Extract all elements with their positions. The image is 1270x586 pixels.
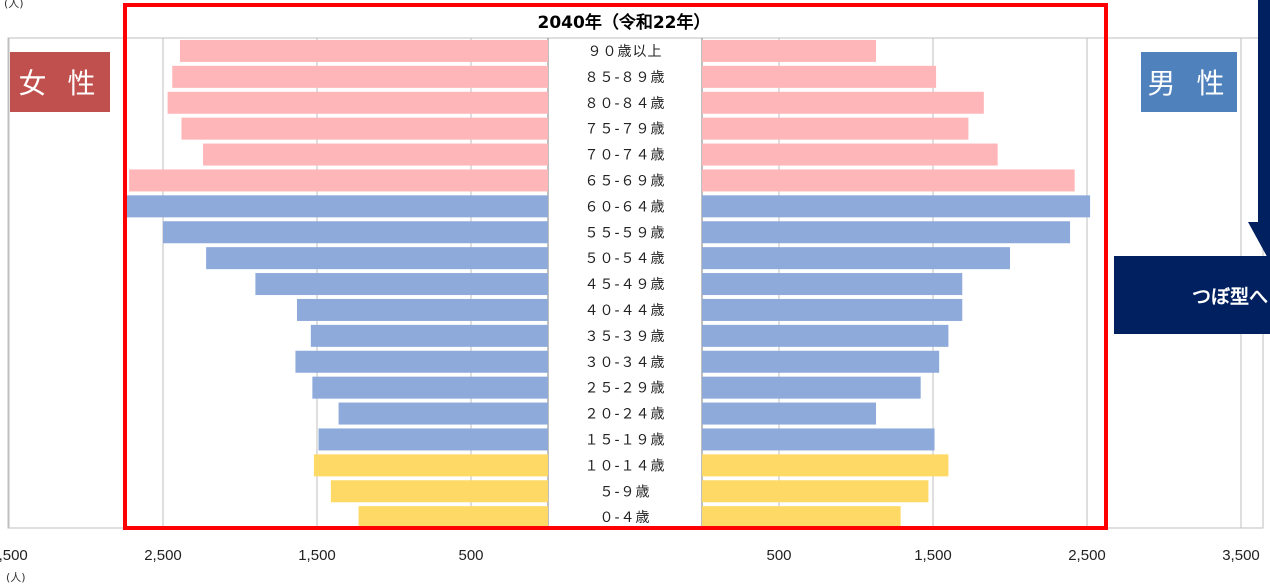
female-bar <box>296 298 548 321</box>
age-label: ６０-６４歳 <box>584 199 665 215</box>
female-bar <box>203 143 549 166</box>
age-label: ２５-２９歳 <box>584 381 665 397</box>
male-bar <box>702 91 984 114</box>
tsubo-callout: つぼ型へ <box>1114 256 1270 334</box>
x-axis-ticks: 3,500 2,500 1,500 500 500 1,500 2,500 3,500 <box>0 547 1260 564</box>
female-bar <box>255 273 548 296</box>
male-bar <box>702 39 877 62</box>
female-bar <box>172 65 549 88</box>
x-tick-label-female: 1,500 <box>298 547 336 564</box>
age-label: ８０-８４歳 <box>584 96 665 112</box>
female-bar <box>295 350 548 373</box>
x-tick-label-male: 2,500 <box>1068 547 1106 564</box>
age-label: ４０-４４歳 <box>584 303 665 319</box>
male-bar <box>702 143 998 166</box>
top-unit-label: (人) <box>4 0 24 10</box>
age-label: ５-９歳 <box>599 484 650 500</box>
female-bars <box>126 39 549 529</box>
age-label: ５５-５９歳 <box>584 225 665 241</box>
age-label: ３０-３４歳 <box>584 355 665 371</box>
female-bar <box>330 480 548 503</box>
age-label: ３５-３９歳 <box>584 329 665 345</box>
male-bar <box>702 454 949 477</box>
age-labels: ９０歳以上 ８５-８９歳 ８０-８４歳 ７５-７９歳 ７０-７４歳 ６５-６９歳 ６０-６４… <box>584 44 665 526</box>
male-bar <box>702 117 969 140</box>
age-label: ７０-７４歳 <box>584 148 665 164</box>
male-bar <box>702 195 1091 218</box>
male-bar <box>702 324 949 347</box>
female-bar <box>338 402 548 425</box>
male-bar <box>702 402 877 425</box>
female-bar <box>126 195 548 218</box>
x-tick-label-male: 3,500 <box>1222 547 1260 564</box>
female-bar <box>358 506 548 529</box>
male-bars <box>702 39 1091 529</box>
callout-arrow <box>1248 0 1270 262</box>
age-label: ２０-２４歳 <box>584 407 665 423</box>
x-tick-label-male: 1,500 <box>914 547 952 564</box>
male-bar <box>702 350 940 373</box>
male-bar <box>702 169 1075 192</box>
age-label: ０-４歳 <box>599 510 650 526</box>
female-bar <box>206 247 548 270</box>
female-bar <box>167 91 548 114</box>
x-tick-label-male: 500 <box>766 547 791 564</box>
callout-arrow-shape <box>1248 0 1270 262</box>
age-label: ６５-６９歳 <box>584 173 665 189</box>
male-bar <box>702 273 963 296</box>
male-bar <box>702 221 1071 244</box>
male-bar <box>702 376 921 399</box>
female-bar <box>129 169 548 192</box>
male-bar <box>702 428 935 451</box>
female-bar <box>312 376 548 399</box>
age-label: ７５-７９歳 <box>584 122 665 138</box>
x-tick-label-female: 3,500 <box>0 547 28 564</box>
age-label: １０-１４歳 <box>584 458 665 474</box>
age-label: ８５-８９歳 <box>584 70 665 86</box>
age-label: ５０-５４歳 <box>584 251 665 267</box>
x-tick-label-female: 500 <box>458 547 483 564</box>
chart-title: 2040年（令和22年） <box>538 12 711 33</box>
female-badge: 女 性 <box>10 52 110 112</box>
female-bar <box>181 117 549 140</box>
male-bar <box>702 65 937 88</box>
female-bar <box>310 324 548 347</box>
male-badge: 男 性 <box>1141 52 1237 112</box>
female-bar <box>163 221 548 244</box>
bottom-unit-label: (人) <box>6 571 26 584</box>
age-label: １５-１９歳 <box>584 432 665 448</box>
age-label: ９０歳以上 <box>588 44 663 60</box>
age-label: ４５-４９歳 <box>584 277 665 293</box>
male-bar <box>702 480 929 503</box>
female-bar <box>179 39 548 62</box>
male-bar <box>702 506 901 529</box>
female-bar <box>313 454 548 477</box>
female-bar <box>318 428 548 451</box>
male-bar <box>702 247 1010 270</box>
male-bar <box>702 298 963 321</box>
x-tick-label-female: 2,500 <box>144 547 182 564</box>
